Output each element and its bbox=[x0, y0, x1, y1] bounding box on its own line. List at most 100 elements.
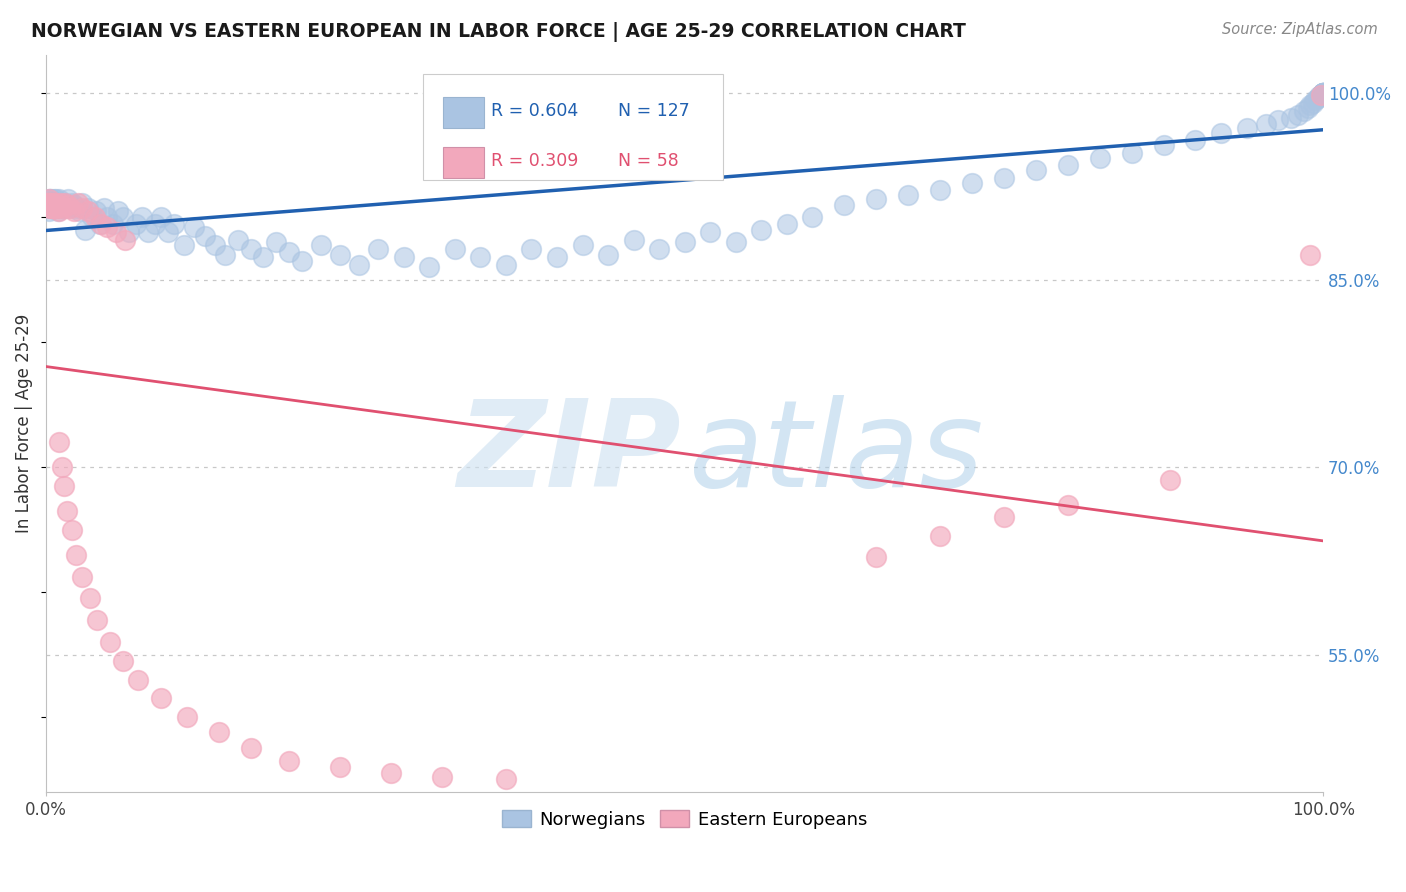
Point bbox=[77, 201, 100, 215]
Point bbox=[55, 198, 77, 212]
Point bbox=[51, 460, 73, 475]
Point bbox=[150, 211, 173, 225]
Point bbox=[90, 217, 112, 231]
FancyBboxPatch shape bbox=[423, 73, 723, 180]
Point bbox=[67, 195, 90, 210]
FancyBboxPatch shape bbox=[443, 147, 484, 178]
Point bbox=[1159, 473, 1181, 487]
Point bbox=[111, 654, 134, 668]
Point bbox=[39, 192, 62, 206]
Point bbox=[929, 183, 952, 197]
Point bbox=[1312, 86, 1334, 100]
Point bbox=[214, 248, 236, 262]
Text: R = 0.309: R = 0.309 bbox=[491, 153, 578, 170]
Point bbox=[96, 211, 118, 225]
Point bbox=[124, 217, 146, 231]
Point bbox=[596, 248, 619, 262]
Point bbox=[150, 691, 173, 706]
Point bbox=[1153, 138, 1175, 153]
Point bbox=[207, 725, 229, 739]
Point bbox=[546, 251, 568, 265]
Point bbox=[418, 260, 440, 275]
Point bbox=[329, 248, 352, 262]
Point bbox=[623, 233, 645, 247]
Point bbox=[56, 192, 79, 206]
Point bbox=[89, 217, 111, 231]
Point bbox=[52, 198, 75, 212]
Point bbox=[832, 198, 855, 212]
Point bbox=[1286, 108, 1309, 122]
Point bbox=[1306, 90, 1329, 104]
Point bbox=[264, 235, 287, 250]
Point bbox=[309, 238, 332, 252]
Point bbox=[38, 198, 60, 212]
Text: N = 58: N = 58 bbox=[619, 153, 679, 170]
Point bbox=[60, 195, 83, 210]
Point bbox=[127, 673, 149, 687]
Point bbox=[1302, 95, 1324, 110]
Point bbox=[1305, 93, 1327, 107]
Point bbox=[897, 188, 920, 202]
Point bbox=[84, 204, 107, 219]
Point bbox=[38, 192, 60, 206]
Point bbox=[1121, 145, 1143, 160]
Point bbox=[648, 242, 671, 256]
Point bbox=[1309, 88, 1331, 103]
Point bbox=[1254, 117, 1277, 131]
Point bbox=[380, 766, 402, 780]
Text: atlas: atlas bbox=[689, 394, 984, 511]
Point bbox=[1312, 86, 1334, 100]
Point bbox=[239, 741, 262, 756]
Point bbox=[41, 195, 63, 210]
Point bbox=[37, 201, 59, 215]
Point bbox=[443, 242, 465, 256]
Point bbox=[1279, 111, 1302, 125]
Point bbox=[724, 235, 747, 250]
Point bbox=[801, 211, 824, 225]
Point bbox=[37, 195, 59, 210]
Point bbox=[673, 235, 696, 250]
Point bbox=[39, 195, 62, 210]
Point bbox=[46, 195, 69, 210]
Point bbox=[865, 192, 887, 206]
Point bbox=[1025, 163, 1047, 178]
Point bbox=[1296, 101, 1319, 115]
Point bbox=[41, 201, 63, 215]
Point bbox=[79, 591, 101, 606]
Point bbox=[277, 245, 299, 260]
Point bbox=[1209, 126, 1232, 140]
Point bbox=[53, 479, 76, 493]
Point bbox=[63, 204, 86, 219]
Point bbox=[163, 217, 186, 231]
Point bbox=[82, 211, 104, 225]
Point bbox=[699, 226, 721, 240]
Point bbox=[39, 201, 62, 215]
Point bbox=[41, 201, 63, 215]
Point bbox=[70, 201, 93, 215]
Point bbox=[1299, 98, 1322, 112]
Point bbox=[41, 198, 63, 212]
FancyBboxPatch shape bbox=[443, 97, 484, 128]
Point bbox=[105, 226, 128, 240]
Point bbox=[42, 192, 65, 206]
Point bbox=[63, 198, 86, 212]
Point bbox=[55, 504, 77, 518]
Point bbox=[1267, 113, 1289, 128]
Legend: Norwegians, Eastern Europeans: Norwegians, Eastern Europeans bbox=[495, 803, 875, 836]
Point bbox=[38, 204, 60, 219]
Point bbox=[347, 258, 370, 272]
Point bbox=[65, 548, 87, 562]
Point bbox=[1056, 158, 1078, 172]
Point bbox=[252, 251, 274, 265]
Point bbox=[48, 435, 70, 450]
Point bbox=[73, 223, 96, 237]
Point bbox=[183, 220, 205, 235]
Point bbox=[42, 198, 65, 212]
Point bbox=[1312, 86, 1334, 100]
Point bbox=[1056, 498, 1078, 512]
Point bbox=[49, 201, 72, 215]
Point bbox=[39, 201, 62, 215]
Point bbox=[37, 198, 59, 212]
Point bbox=[53, 195, 76, 210]
Point bbox=[1299, 248, 1322, 262]
